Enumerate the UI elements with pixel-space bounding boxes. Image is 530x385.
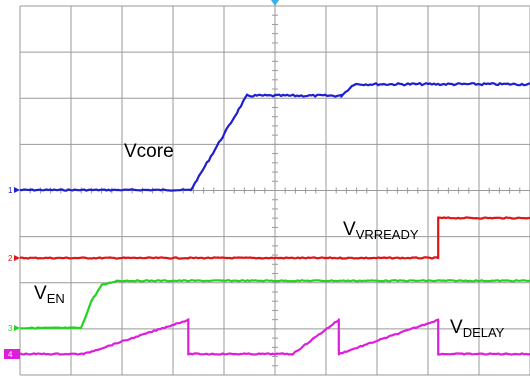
channel-3-marker: 3 bbox=[8, 324, 13, 333]
graticule bbox=[19, 0, 530, 376]
trace-layer bbox=[19, 81, 530, 356]
channel-2-marker: 2 bbox=[8, 254, 13, 263]
trace-vdelay bbox=[19, 318, 530, 356]
channel-3-arrow bbox=[14, 325, 20, 331]
series-label-vcore: Vcore bbox=[124, 141, 174, 162]
channel-1-arrow bbox=[14, 187, 20, 193]
series-label-vdelay: VDELAY bbox=[450, 317, 505, 340]
trace-vvrready bbox=[19, 216, 530, 260]
series-label-ven: VEN bbox=[34, 283, 65, 306]
channel-marker-layer: 1 2 3 4 bbox=[4, 186, 20, 359]
trace-vcore bbox=[19, 81, 530, 192]
channel-1-marker: 1 bbox=[8, 186, 13, 195]
channel-4-marker-box bbox=[4, 349, 20, 359]
channel-4-marker: 4 bbox=[8, 350, 13, 359]
series-label-vvrready: VVRREADY bbox=[343, 219, 419, 242]
trace-ven bbox=[19, 279, 530, 330]
channel-2-arrow bbox=[14, 255, 20, 261]
trigger-position-marker bbox=[271, 0, 279, 6]
